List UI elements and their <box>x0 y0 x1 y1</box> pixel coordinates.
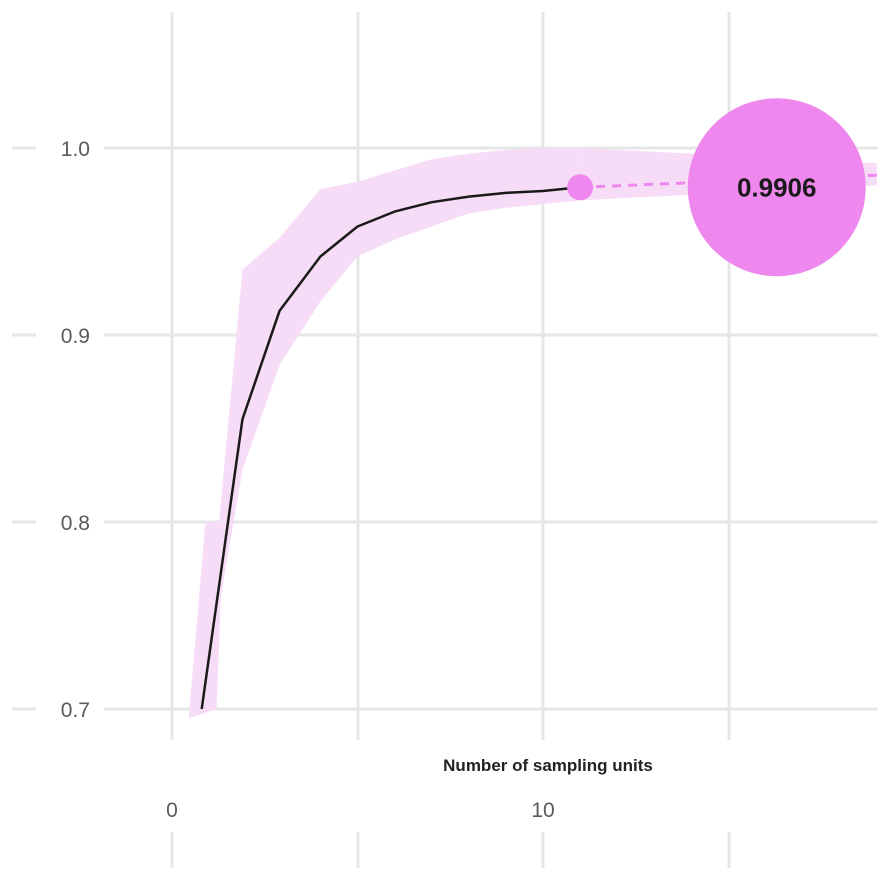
confidence-band-tail <box>188 522 224 719</box>
y-tick-label: 1.0 <box>61 138 90 161</box>
x-tick-label: 0 <box>166 799 178 822</box>
y-tick-label: 0.8 <box>61 512 90 535</box>
x-axis-title: Number of sampling units <box>443 756 653 775</box>
confidence-band-layer <box>188 148 581 719</box>
asymptote-callout-bubble <box>687 98 866 277</box>
x-tick-label: 10 <box>531 799 554 822</box>
y-tick-label: 0.9 <box>61 325 90 348</box>
series-line <box>200 186 581 710</box>
sample-endpoint-marker <box>567 174 594 201</box>
asymptote-callout-label: 0.9906 <box>737 172 817 202</box>
confidence-band <box>201 148 581 709</box>
callout-layer: 0.9906 <box>567 98 866 277</box>
tick-label-layer: 0.7 0.8 0.9 1.0 0 10 <box>61 138 555 822</box>
y-tick-label: 0.7 <box>61 699 90 722</box>
series-line-layer <box>200 186 581 710</box>
